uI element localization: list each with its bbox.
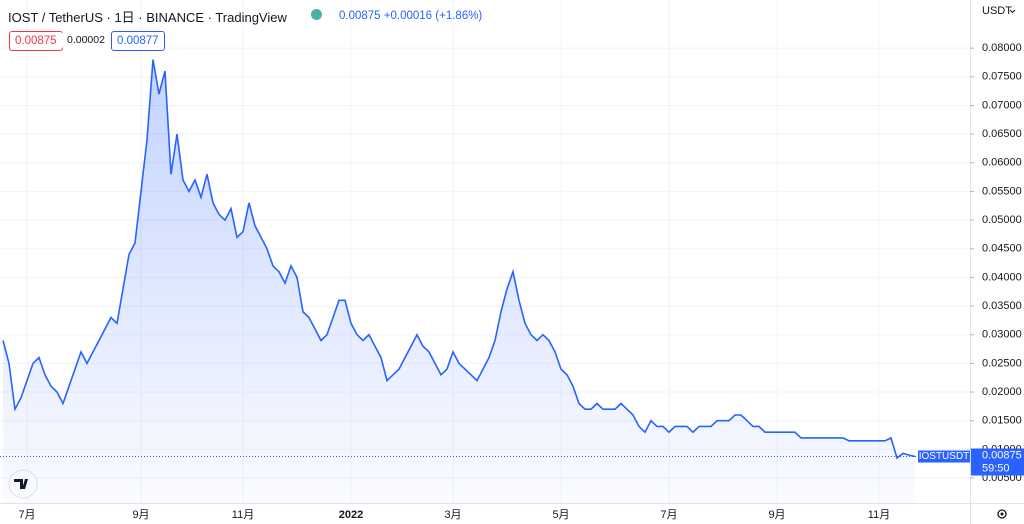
price-change-pct: (+1.86%) [435, 10, 483, 22]
y-tick-label: 0.05500 [982, 185, 1022, 197]
settings-icon[interactable] [997, 509, 1007, 519]
y-tick-label: 0.04500 [982, 243, 1022, 255]
last-price: 0.00875 [339, 10, 381, 22]
x-tick-label: 9月 [132, 509, 149, 521]
x-tick-label: 3月 [444, 509, 461, 521]
spread: 0.00002 [62, 31, 110, 49]
y-tick-label: 0.07500 [982, 71, 1022, 83]
y-tick-label: 0.08000 [982, 42, 1022, 54]
y-tick-label: 0.02500 [982, 357, 1022, 369]
countdown-label: 59:50 [982, 462, 1010, 474]
ticker-label: IOSTUSDT [919, 451, 970, 462]
x-tick-label: 11月 [868, 509, 890, 521]
currency-chevron[interactable] [1009, 9, 1016, 14]
price-line [2, 59, 916, 460]
y-tick-label: 0.04000 [982, 271, 1022, 283]
x-tick-label: 7月 [660, 509, 677, 521]
x-tick-label: 2022 [339, 509, 363, 521]
ask-box[interactable]: 0.00877 [111, 31, 165, 51]
market-status-dot[interactable] [311, 9, 322, 20]
y-tick-label: 0.06000 [982, 157, 1022, 169]
y-tick-label: 0.03000 [982, 329, 1022, 341]
price-tag [971, 448, 1024, 476]
y-tick-label: 0.03500 [982, 300, 1022, 312]
x-tick-label: 5月 [552, 509, 569, 521]
area-fill [3, 59, 915, 503]
bid-box[interactable]: 0.00875 [9, 31, 63, 51]
ticker-tag [918, 450, 970, 463]
y-tick-label: 0.05000 [982, 214, 1022, 226]
y-tick-label: 0.01500 [982, 415, 1022, 427]
x-tick-label: 9月 [768, 509, 785, 521]
y-tick-label: 0.07000 [982, 99, 1022, 111]
price-change: +0.00016 [383, 10, 433, 22]
currency-label[interactable]: USDT [982, 5, 1012, 17]
x-tick-label: 11月 [232, 509, 254, 521]
price-tag-label: 0.00875 [982, 449, 1022, 461]
y-tick-label: 0.06500 [982, 128, 1022, 140]
price-summary: 0.00875 +0.00016 (+1.86%) [339, 10, 482, 22]
y-tick-label: 0.02000 [982, 386, 1022, 398]
x-tick-label: 7月 [18, 509, 35, 521]
symbol-title: IOST / TetherUS · 1日 · BINANCE · Trading… [8, 10, 287, 25]
